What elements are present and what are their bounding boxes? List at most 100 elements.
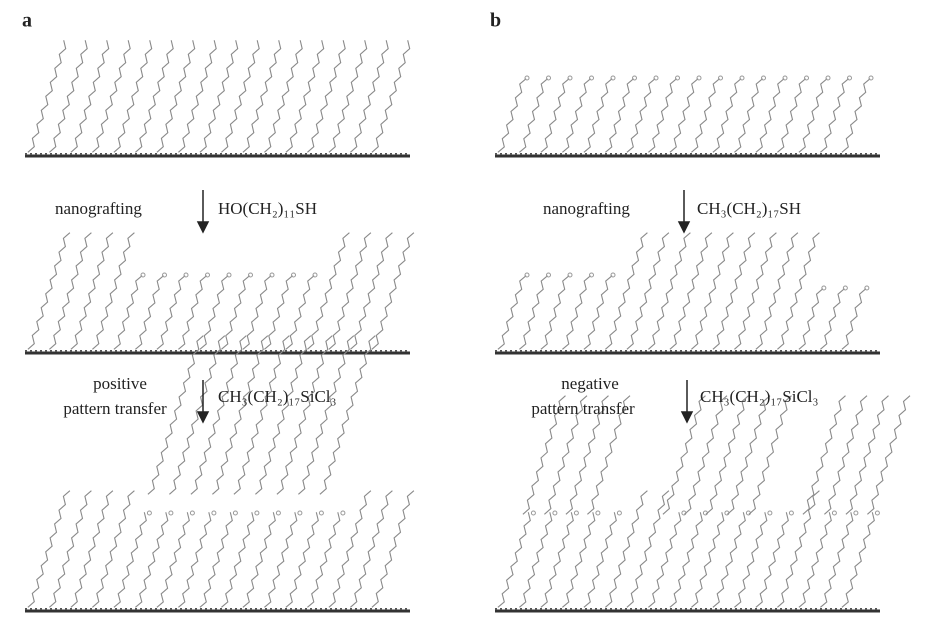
- head-group: [654, 76, 658, 80]
- chain: [605, 79, 633, 153]
- chain: [372, 40, 410, 152]
- head-group: [319, 511, 323, 515]
- head-group: [525, 273, 529, 277]
- chain: [372, 491, 414, 608]
- chain: [713, 79, 741, 153]
- head-group: [227, 273, 231, 277]
- head-group: [783, 76, 787, 80]
- head-group: [590, 273, 594, 277]
- chain: [286, 276, 314, 350]
- step-label: pattern transfer: [63, 399, 167, 418]
- chain: [756, 79, 784, 153]
- head-group: [313, 273, 317, 277]
- head-group: [633, 76, 637, 80]
- chain: [92, 491, 134, 608]
- chain: [706, 396, 749, 515]
- chain: [92, 40, 130, 152]
- chain: [329, 40, 367, 152]
- chain: [114, 276, 142, 350]
- chain: [727, 396, 770, 515]
- chain: [49, 233, 91, 350]
- chain: [169, 336, 224, 495]
- head-group: [617, 511, 621, 515]
- head-group: [854, 511, 858, 515]
- chain: [691, 79, 719, 153]
- chain: [799, 79, 827, 153]
- chain: [842, 289, 866, 350]
- chain: [320, 336, 375, 495]
- chain: [135, 40, 173, 152]
- step-label: negative: [561, 374, 619, 393]
- chain: [350, 40, 388, 152]
- chain: [277, 336, 332, 495]
- chain: [734, 233, 776, 350]
- chain: [255, 336, 310, 495]
- head-group: [865, 286, 869, 290]
- chain: [28, 40, 66, 152]
- chain: [541, 276, 569, 350]
- chain: [803, 396, 846, 515]
- chain: [49, 40, 87, 152]
- chain: [846, 396, 889, 515]
- chain: [648, 79, 676, 153]
- reagent: CH₃(CH₂)₁₇SH: [697, 199, 801, 218]
- reagent: CH₃(CH₂)₁₇SiCl₃: [218, 387, 337, 406]
- chain: [329, 233, 371, 350]
- chain: [243, 40, 281, 152]
- chain: [867, 396, 910, 515]
- chain: [498, 79, 526, 153]
- head-group: [848, 76, 852, 80]
- chain: [648, 233, 690, 350]
- chain: [498, 276, 526, 350]
- chain: [670, 79, 698, 153]
- chain: [605, 233, 647, 350]
- chain: [756, 233, 798, 350]
- head-group: [553, 511, 557, 515]
- chain: [670, 233, 712, 350]
- step-label: positive: [93, 374, 147, 393]
- head-group: [832, 511, 836, 515]
- head-group: [206, 273, 210, 277]
- panel-label: a: [22, 10, 32, 32]
- head-group: [276, 511, 280, 515]
- chain: [691, 233, 733, 350]
- head-group: [697, 76, 701, 80]
- chain: [157, 276, 185, 350]
- chain: [372, 233, 414, 350]
- chain: [200, 276, 228, 350]
- head-group: [184, 273, 188, 277]
- arrow-head: [198, 222, 208, 232]
- chain: [842, 79, 870, 153]
- chain: [820, 289, 844, 350]
- chain: [135, 276, 163, 350]
- head-group: [525, 76, 529, 80]
- chain: [799, 289, 823, 350]
- chain: [350, 491, 392, 608]
- chain: [519, 276, 547, 350]
- head-group: [611, 76, 615, 80]
- head-group: [531, 511, 535, 515]
- head-group: [596, 511, 600, 515]
- head-group: [341, 511, 345, 515]
- head-group: [805, 76, 809, 80]
- chain: [350, 233, 392, 350]
- head-group: [233, 511, 237, 515]
- chain: [307, 40, 345, 152]
- chain: [298, 336, 353, 495]
- chain: [28, 491, 70, 608]
- step-label: nanografting: [543, 199, 630, 218]
- chain: [49, 491, 91, 608]
- reagent: HO(CH₂)₁₁SH: [218, 199, 317, 218]
- chain: [329, 491, 371, 608]
- chain: [605, 491, 647, 608]
- head-group: [869, 76, 873, 80]
- chain: [307, 233, 349, 350]
- chain: [584, 276, 612, 350]
- head-group: [762, 76, 766, 80]
- head-group: [875, 511, 879, 515]
- head-group: [298, 511, 302, 515]
- head-group: [822, 286, 826, 290]
- figure: a b nanografting HO(CH₂)₁₁SH positive pa…: [0, 0, 925, 628]
- chain: [264, 276, 292, 350]
- head-group: [547, 273, 551, 277]
